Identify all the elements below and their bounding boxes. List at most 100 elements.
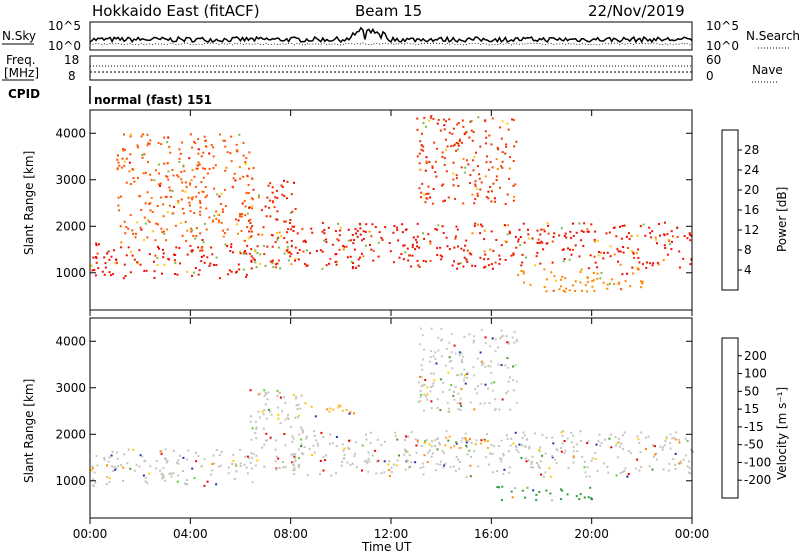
- data-point: [355, 441, 358, 444]
- data-point: [294, 257, 297, 260]
- data-point: [162, 248, 164, 251]
- data-point: [631, 266, 634, 269]
- data-point: [480, 181, 483, 184]
- data-point: [441, 338, 443, 341]
- data-point: [582, 230, 585, 233]
- data-point: [161, 272, 163, 275]
- data-point: [161, 472, 164, 475]
- data-point: [505, 392, 508, 395]
- data-point: [172, 174, 175, 177]
- data-point: [438, 441, 440, 444]
- data-point: [638, 469, 641, 472]
- data-point: [343, 457, 346, 460]
- data-point: [194, 142, 197, 145]
- data-point: [153, 270, 156, 273]
- data-point: [674, 438, 677, 441]
- data-point: [254, 464, 257, 467]
- data-point: [225, 166, 228, 169]
- data-point: [487, 364, 490, 367]
- data-point: [290, 453, 293, 456]
- data-point: [547, 232, 550, 235]
- data-point: [487, 197, 490, 200]
- data-point: [431, 166, 434, 169]
- data-point: [541, 241, 544, 244]
- data-point: [686, 237, 689, 240]
- data-point: [552, 289, 555, 292]
- nsky-panel: N.Sky 10^5 10^0 10^5 10^0 N.Search: [2, 19, 800, 53]
- data-point: [144, 480, 147, 483]
- data-point: [629, 452, 632, 455]
- data-point: [256, 252, 259, 254]
- data-point: [251, 205, 254, 208]
- data-point: [129, 153, 132, 156]
- data-point: [123, 164, 126, 167]
- data-point: [173, 205, 175, 208]
- data-point: [609, 245, 612, 248]
- data-point: [229, 250, 232, 252]
- data-point: [304, 402, 307, 405]
- data-point: [689, 263, 692, 266]
- data-point: [224, 169, 227, 172]
- data-point: [165, 175, 168, 178]
- data-point: [271, 200, 274, 203]
- data-point: [188, 201, 191, 204]
- data-point: [302, 429, 305, 432]
- data-point: [407, 254, 410, 257]
- data-point: [477, 223, 480, 226]
- data-point: [143, 238, 145, 241]
- data-point: [477, 116, 480, 119]
- data-point: [444, 444, 447, 447]
- data-point: [442, 232, 445, 234]
- data-point: [515, 445, 517, 448]
- data-point: [432, 384, 434, 387]
- data-point: [151, 230, 154, 233]
- data-point: [507, 450, 510, 453]
- data-point: [407, 466, 410, 469]
- data-point: [452, 161, 455, 164]
- data-point: [453, 143, 456, 146]
- data-point: [486, 446, 489, 449]
- data-point: [522, 270, 525, 273]
- data-point: [493, 409, 496, 411]
- data-point: [470, 253, 473, 256]
- data-point: [293, 473, 296, 476]
- data-point: [202, 241, 205, 244]
- data-point: [206, 172, 209, 175]
- data-point: [521, 489, 524, 492]
- data-point: [365, 438, 368, 441]
- data-point: [439, 129, 442, 132]
- data-point: [313, 434, 316, 437]
- data-point: [560, 227, 563, 230]
- data-point: [325, 241, 328, 244]
- data-point: [533, 432, 536, 435]
- data-point: [250, 260, 253, 263]
- data-point: [103, 456, 106, 459]
- data-point: [455, 177, 458, 180]
- data-point: [175, 246, 178, 249]
- data-point: [237, 232, 239, 235]
- data-point: [337, 239, 340, 242]
- data-point: [199, 249, 202, 252]
- data-point: [263, 244, 265, 247]
- data-point: [476, 385, 479, 388]
- data-point: [105, 483, 108, 485]
- data-point: [619, 250, 622, 253]
- data-point: [671, 240, 673, 243]
- data-point: [346, 461, 349, 464]
- data-point: [546, 242, 549, 245]
- data-point: [195, 460, 198, 463]
- data-point: [125, 181, 128, 184]
- data-point: [474, 222, 477, 225]
- data-point: [193, 175, 196, 178]
- data-point: [474, 198, 477, 201]
- data-point: [495, 158, 498, 161]
- data-point: [405, 228, 408, 231]
- data-point: [211, 463, 214, 465]
- data-point: [661, 448, 664, 451]
- data-point: [269, 436, 272, 439]
- data-point: [152, 260, 155, 263]
- data-point: [310, 227, 313, 230]
- data-point: [235, 464, 238, 467]
- data-point: [214, 164, 217, 167]
- data-point: [404, 439, 406, 442]
